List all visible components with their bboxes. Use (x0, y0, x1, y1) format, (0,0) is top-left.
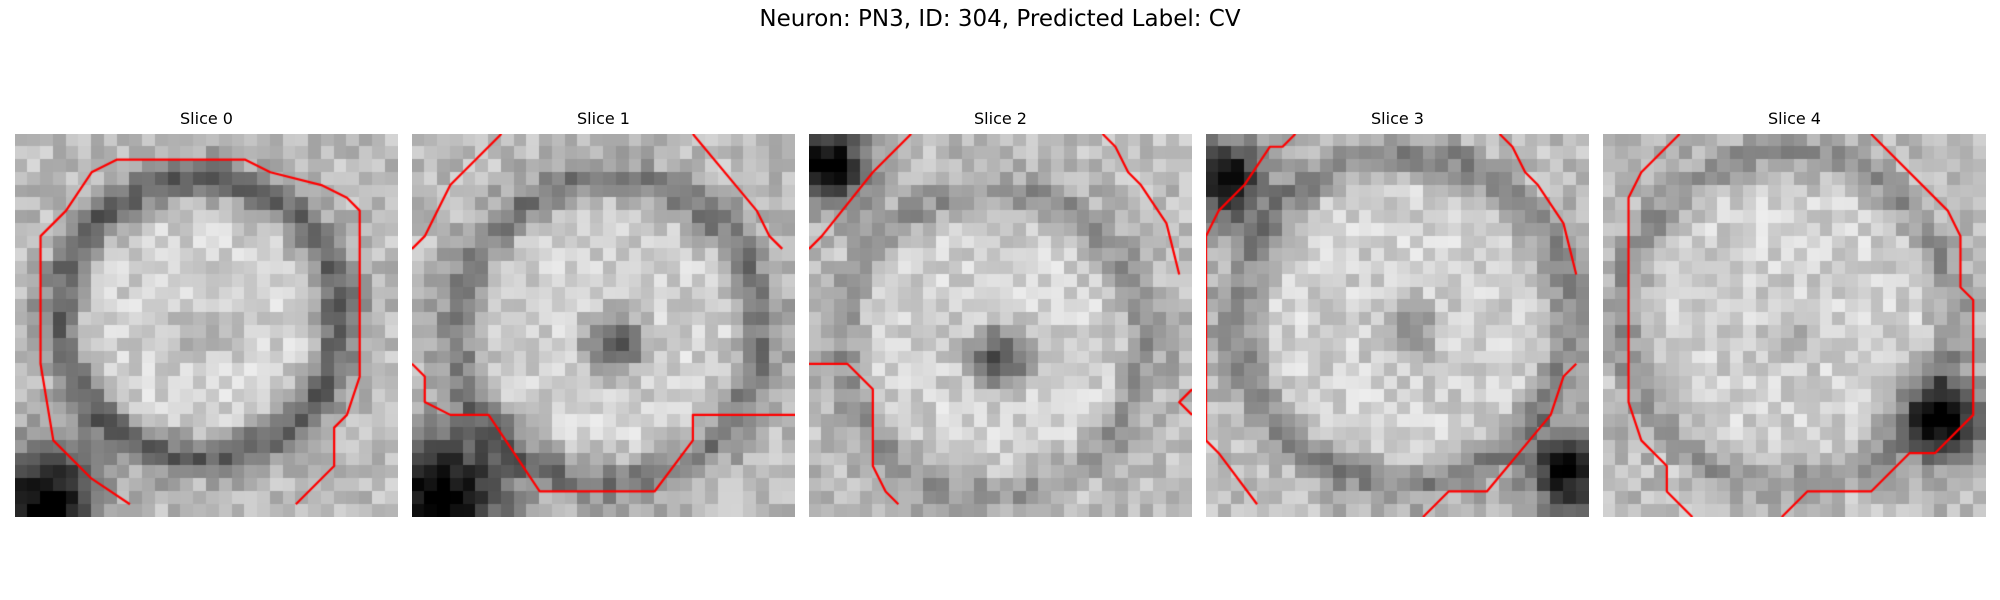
slice-title: Slice 4 (1768, 109, 1821, 128)
slice-panel-3: Slice 3 (1206, 108, 1589, 517)
slice-panel-4: Slice 4 (1603, 108, 1986, 517)
slice-title: Slice 0 (180, 109, 233, 128)
slice-image (1206, 134, 1589, 517)
figure-title: Neuron: PN3, ID: 304, Predicted Label: C… (759, 6, 1241, 32)
slice-image (412, 134, 795, 517)
slice-panel-0: Slice 0 (15, 108, 398, 517)
slice-panel-2: Slice 2 (809, 108, 1192, 517)
slice-title: Slice 2 (974, 109, 1027, 128)
slice-image (1603, 134, 1986, 517)
slice-panel-1: Slice 1 (412, 108, 795, 517)
slice-image (809, 134, 1192, 517)
slice-title: Slice 3 (1371, 109, 1424, 128)
slice-title: Slice 1 (577, 109, 630, 128)
slice-image (15, 134, 398, 517)
